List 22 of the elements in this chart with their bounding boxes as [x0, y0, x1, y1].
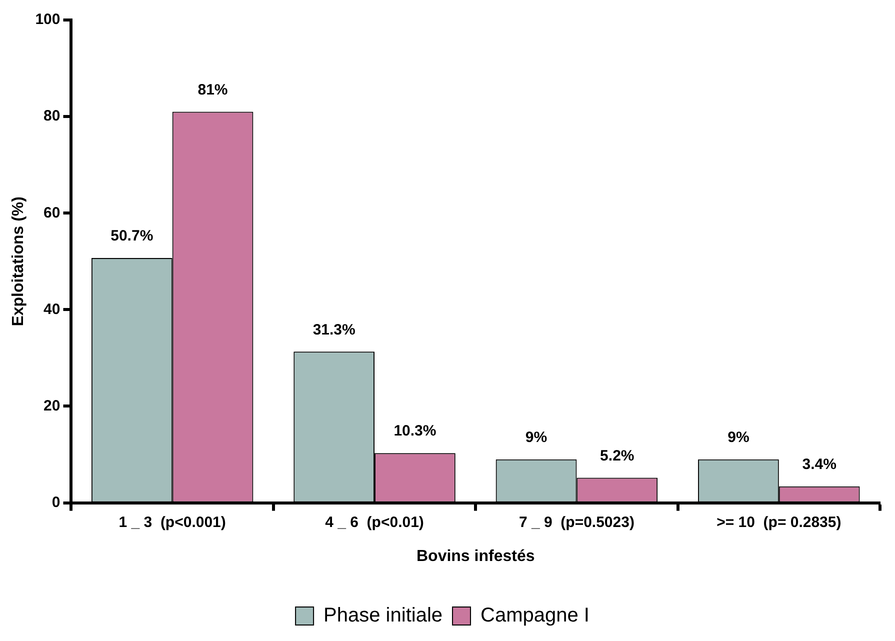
y-tick-label: 0	[52, 494, 60, 511]
y-tick-label: 40	[44, 300, 60, 318]
data-label: 81%	[198, 81, 228, 98]
data-label: 50.7%	[110, 228, 154, 245]
y-axis-title: Exploitations (%)	[10, 196, 28, 326]
data-label: 10.3%	[394, 422, 436, 440]
data-label: 31.3%	[312, 321, 356, 338]
x-tick-label: 7 _ 9 (p=0.5023)	[518, 514, 634, 531]
legend-label: Phase initiale	[324, 604, 443, 627]
data-label: 3.4%	[802, 456, 836, 474]
x-tick-label: 1 _ 3 (p<0.001)	[118, 514, 226, 531]
data-label: 5.2%	[600, 447, 634, 464]
y-tick-label: 80	[44, 108, 60, 125]
y-tick-label: 20	[44, 397, 60, 414]
data-label: 9%	[728, 428, 750, 446]
y-tick-label: 100	[35, 11, 60, 28]
legend-label: Campagne I	[480, 604, 590, 627]
x-tick-label: >= 10 (p= 0.2835)	[716, 514, 842, 531]
data-label: 9%	[525, 428, 548, 446]
y-tick-label: 60	[44, 204, 60, 222]
x-axis-title: Bovins infestés	[416, 548, 535, 565]
x-tick-label: 4 _ 6 (p<0.01)	[325, 514, 424, 531]
